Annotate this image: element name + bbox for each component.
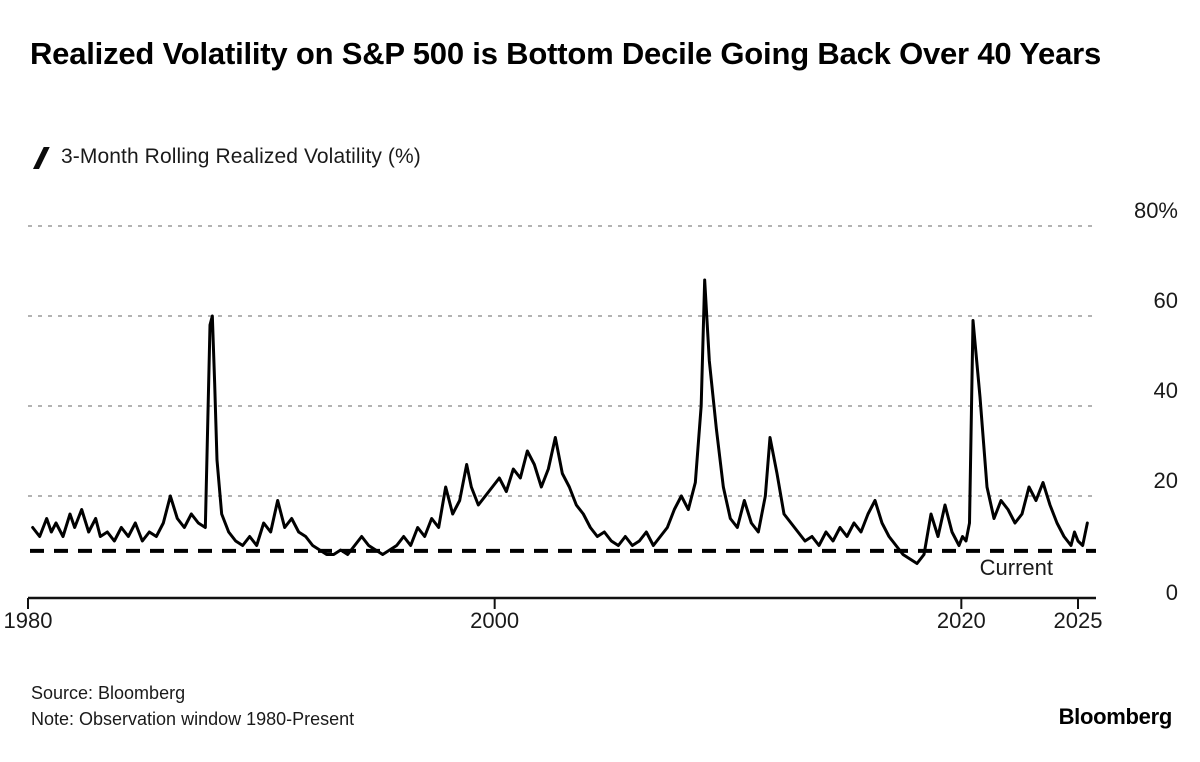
- y-axis-labels: 0 20 40 60 80%: [1100, 0, 1190, 620]
- x-axis-tick-label: 2020: [936, 608, 986, 633]
- current-annotation-label: Current: [979, 554, 1054, 580]
- x-axis-tick-label: 2025: [1053, 608, 1103, 633]
- volatility-line-series: [31, 278, 1089, 565]
- x-axis-tick-label: 2000: [470, 608, 520, 633]
- chart-footer: Source: Bloomberg Note: Observation wind…: [31, 680, 354, 732]
- source-text: Source: Bloomberg: [31, 683, 186, 703]
- y-axis-tick-label: 80%: [1133, 198, 1178, 223]
- x-axis: [27, 596, 1096, 609]
- page-title: Realized Volatility on S&P 500 is Bottom…: [30, 36, 1102, 71]
- y-axis-tick-label: 20: [1153, 468, 1178, 493]
- bloomberg-logo: Bloomberg: [1058, 704, 1173, 729]
- x-axis-tick-label: 1980: [3, 608, 53, 633]
- chart-gridlines: [28, 225, 1094, 497]
- x-axis-labels: 1980 2000 2020 2025 Current: [3, 554, 1103, 633]
- y-axis-tick-label: 60: [1153, 288, 1178, 313]
- y-axis-tick-label: 0: [1165, 580, 1178, 605]
- chart-legend: 3-Month Rolling Realized Volatility (%): [31, 145, 421, 169]
- note-text: Note: Observation window 1980-Present: [31, 709, 355, 729]
- y-axis-tick-label: 40: [1153, 378, 1178, 403]
- legend-label: 3-Month Rolling Realized Volatility (%): [61, 145, 421, 168]
